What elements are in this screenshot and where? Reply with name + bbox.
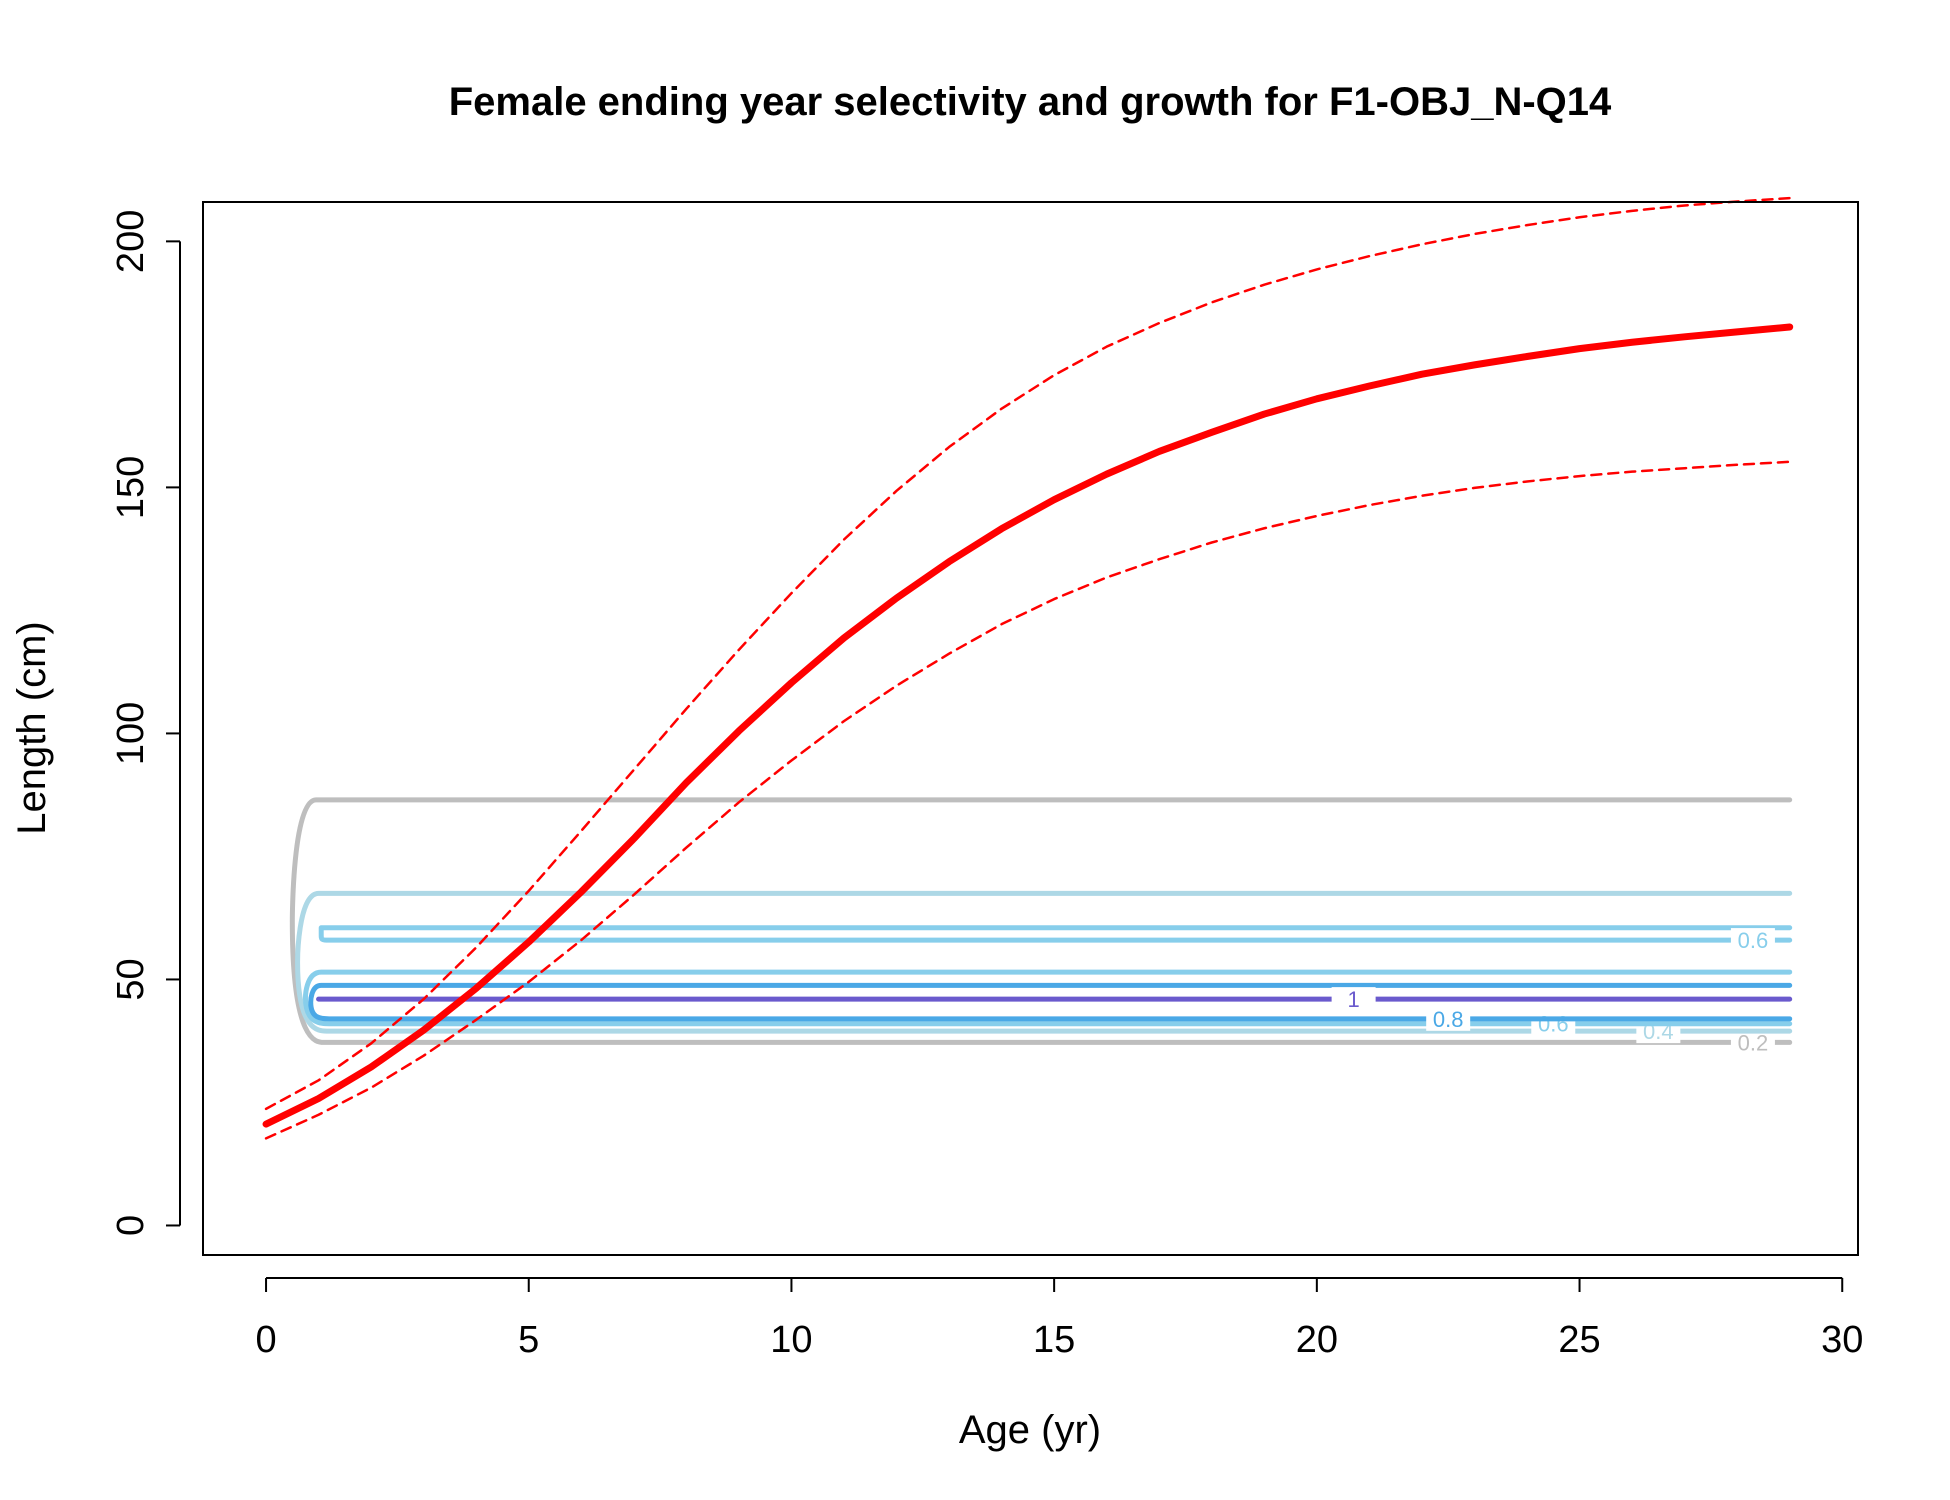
y-tick-label: 100 [110, 702, 152, 765]
contour-label-5: 1 [1347, 987, 1359, 1012]
series-line-mean-growth [262, 323, 1794, 1128]
x-tick-label: 25 [1558, 1319, 1600, 1361]
y-tick-label: 150 [110, 456, 152, 519]
series-line-upper-interval [264, 196, 1791, 1111]
contour-label-2: 0.6 [1538, 1012, 1569, 1037]
x-tick-label: 5 [518, 1319, 539, 1361]
series-line-lower-interval [264, 460, 1791, 1140]
contour-line-2 [302, 969, 1793, 1027]
contour-label-bg-3 [1730, 928, 1775, 953]
y-axis-label: Length (cm) [10, 621, 54, 834]
contour-label-bg-4 [1426, 1006, 1471, 1031]
x-tick-label: 20 [1296, 1319, 1338, 1361]
y-tick-label: 0 [110, 1215, 152, 1236]
contour-label-0: 0.2 [1738, 1030, 1769, 1055]
x-axis: 0 5 10 15 20 25 30 [255, 1277, 1863, 1361]
contour-line-0 [289, 797, 1793, 1045]
x-tick-label: 15 [1033, 1319, 1075, 1361]
contour-label-bg-5 [1331, 987, 1376, 1012]
contour-label-bg-0 [1730, 1030, 1775, 1055]
selectivity-contours: 0.20.40.60.60.81 [289, 797, 1793, 1055]
y-tick-label: 50 [110, 958, 152, 1000]
contour-label-4: 0.8 [1433, 1007, 1464, 1032]
y-axis: 0 50 100 150 200 [110, 210, 181, 1236]
contour-label-3: 0.6 [1738, 928, 1769, 953]
contour-label-bg-2 [1531, 1011, 1576, 1036]
x-tick-label: 0 [255, 1319, 276, 1361]
chart-title: Female ending year selectivity and growt… [449, 80, 1612, 124]
contour-line-4 [308, 982, 1793, 1022]
plot-frame [202, 201, 1859, 1256]
contour-line-3 [318, 925, 1793, 943]
contour-line-1 [295, 890, 1793, 1034]
x-tick-label: 10 [770, 1319, 812, 1361]
growth-series [262, 196, 1794, 1140]
x-axis-label: Age (yr) [959, 1408, 1101, 1452]
y-tick-label: 200 [110, 210, 152, 273]
x-tick-label: 30 [1821, 1319, 1863, 1361]
